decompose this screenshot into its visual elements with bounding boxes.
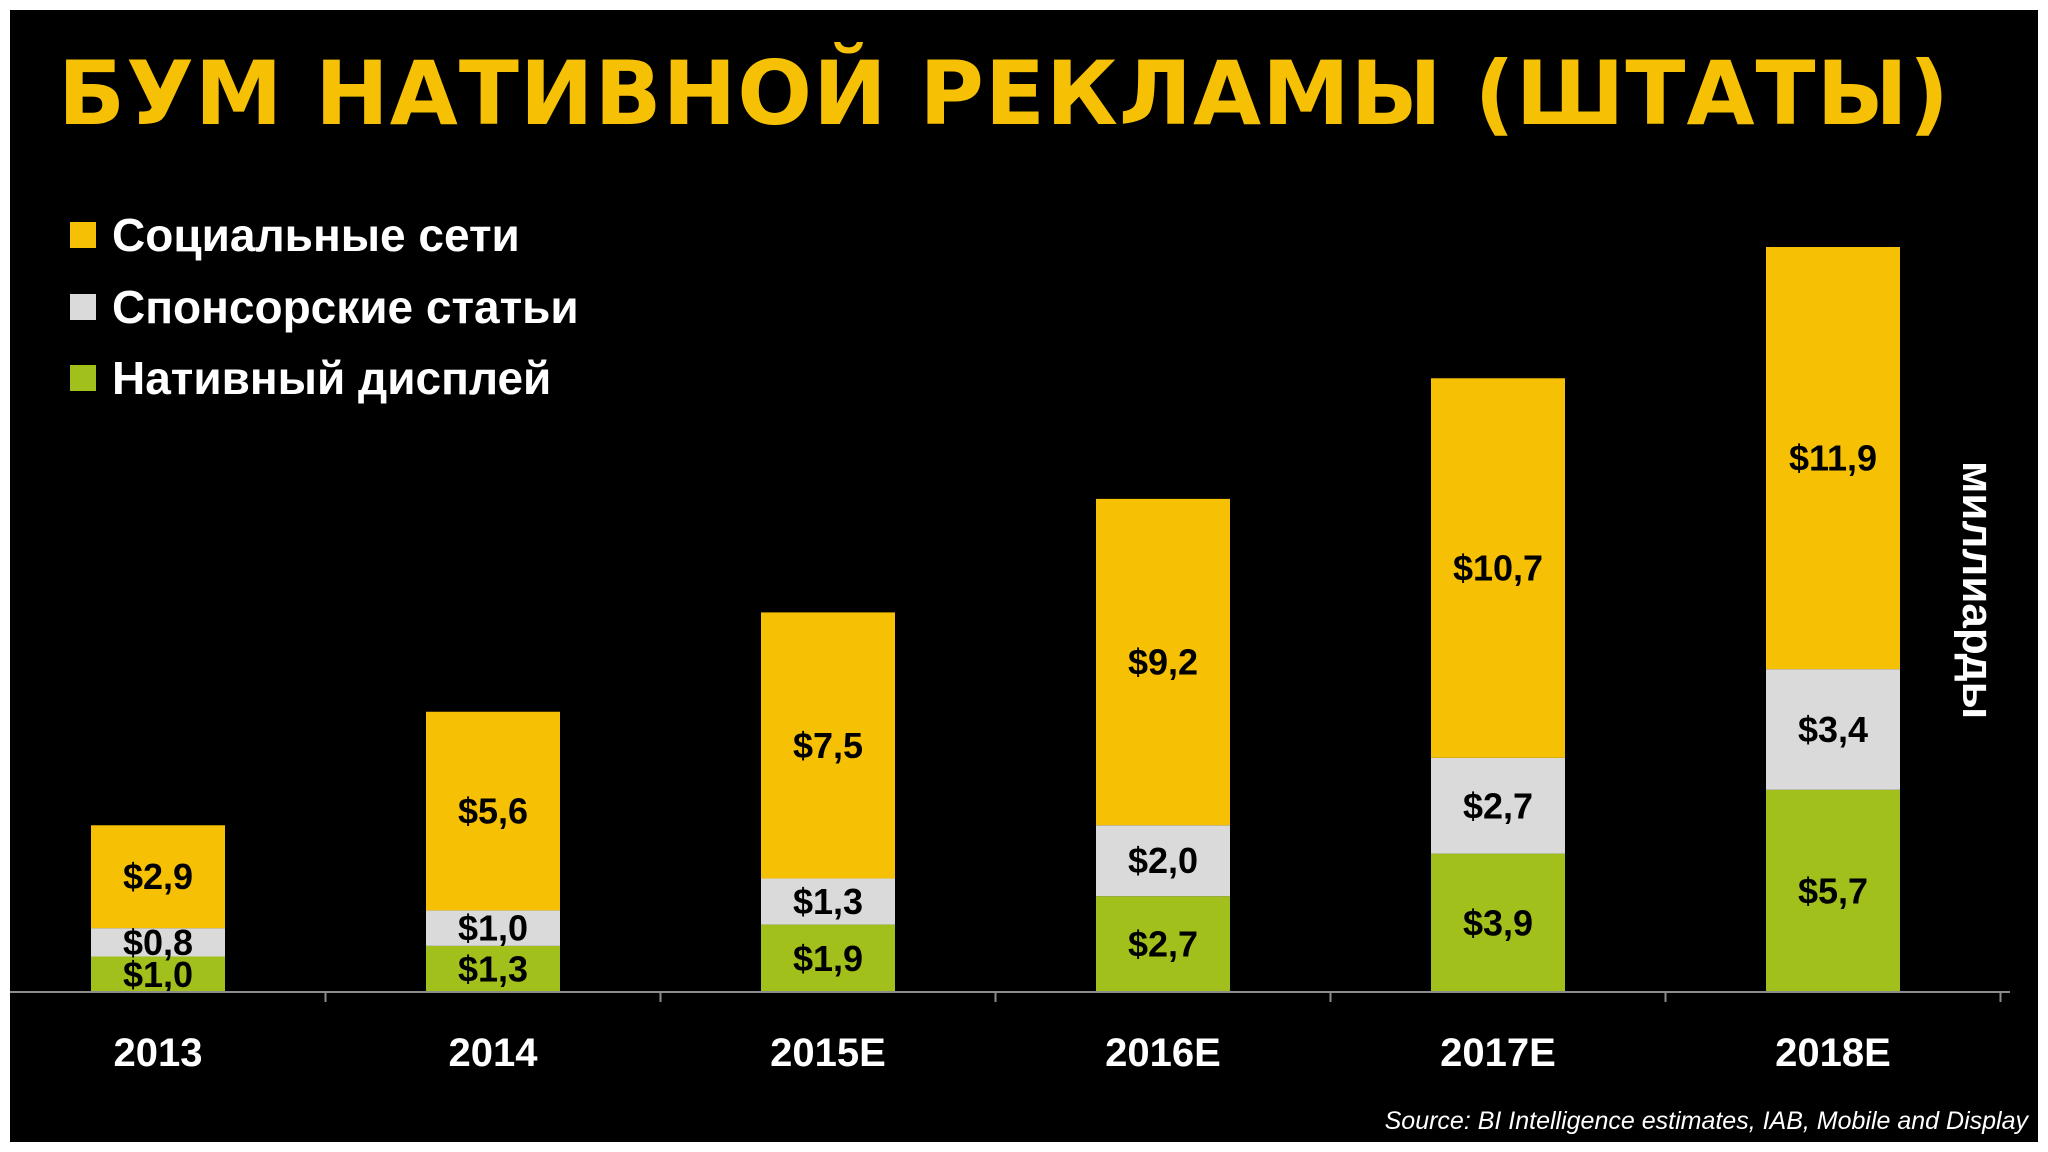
legend-label-social: Социальные сети — [112, 209, 520, 261]
bar-value-label-2016E-s0: $2,7 — [1128, 924, 1198, 965]
legend-swatch-social — [70, 222, 96, 248]
bar-segment-2015E-s2 — [761, 612, 895, 879]
bar-segment-2014-s0 — [426, 945, 560, 992]
stacked-bar-chart: $1,0$0,8$2,92013$1,3$1,0$5,62014$1,9$1,3… — [10, 247, 2010, 1075]
bar-value-label-2015E-s0: $1,9 — [793, 938, 863, 979]
bar-value-label-2013-s0: $1,0 — [123, 954, 193, 995]
bar-segment-2015E-s1 — [761, 878, 895, 925]
bar-segment-2014-s2 — [426, 711, 560, 911]
legend-item-sponsored: Спонсорские статьи — [70, 277, 579, 337]
x-tick-label-2016E: 2016E — [1105, 1031, 1221, 1075]
x-tick-label-2013: 2013 — [114, 1031, 203, 1075]
bar-segment-2018E-s2 — [1766, 247, 1900, 670]
bar-segment-2017E-s2 — [1431, 378, 1565, 758]
bar-value-label-2018E-s1: $3,4 — [1798, 709, 1868, 750]
bar-value-label-2014-s0: $1,3 — [458, 948, 528, 989]
legend-label-sponsored: Спонсорские статьи — [112, 281, 579, 333]
bar-segment-2013-s0 — [91, 956, 225, 992]
bar-value-label-2014-s2: $5,6 — [458, 791, 528, 832]
unit-label: миллиарды — [1953, 460, 2002, 720]
legend-item-social: Социальные сети — [70, 205, 520, 265]
legend-swatch-display — [70, 365, 96, 391]
legend-label-display: Нативный дисплей — [112, 352, 552, 404]
bar-value-label-2017E-s1: $2,7 — [1463, 785, 1533, 826]
bar-value-label-2015E-s1: $1,3 — [793, 881, 863, 922]
x-tick-label-2015E: 2015E — [770, 1031, 886, 1075]
bar-segment-2014-s1 — [426, 910, 560, 946]
x-tick-label-2018E: 2018E — [1775, 1031, 1891, 1075]
bar-value-label-2013-s2: $2,9 — [123, 856, 193, 897]
chart-frame: БУМ НАТИВНОЙ РЕКЛАМЫ (ШТАТЫ) Социальные … — [10, 10, 2038, 1142]
bar-value-label-2017E-s2: $10,7 — [1453, 548, 1543, 589]
bar-segment-2018E-s1 — [1766, 669, 1900, 790]
x-tick-label-2014: 2014 — [449, 1031, 539, 1075]
bar-segment-2013-s2 — [91, 825, 225, 929]
bar-value-label-2016E-s1: $2,0 — [1128, 840, 1198, 881]
bar-segment-2018E-s0 — [1766, 789, 1900, 992]
bar-segment-2016E-s1 — [1096, 825, 1230, 897]
bar-value-label-2013-s1: $0,8 — [123, 922, 193, 963]
chart-title: БУМ НАТИВНОЙ РЕКЛАМЫ (ШТАТЫ) — [58, 42, 1950, 145]
x-tick-label-2017E: 2017E — [1440, 1031, 1556, 1075]
bar-segment-2016E-s0 — [1096, 896, 1230, 992]
legend-item-display: Нативный дисплей — [70, 348, 551, 408]
bar-value-label-2016E-s2: $9,2 — [1128, 642, 1198, 683]
bar-value-label-2015E-s2: $7,5 — [793, 725, 863, 766]
bar-segment-2017E-s0 — [1431, 853, 1565, 992]
bar-value-label-2017E-s0: $3,9 — [1463, 902, 1533, 943]
bar-value-label-2014-s1: $1,0 — [458, 908, 528, 949]
bar-segment-2013-s1 — [91, 928, 225, 957]
legend-swatch-sponsored — [70, 294, 96, 320]
source-note: Source: BI Intelligence estimates, IAB, … — [1384, 1107, 2028, 1135]
bar-value-label-2018E-s2: $11,9 — [1789, 438, 1877, 479]
bar-segment-2016E-s2 — [1096, 498, 1230, 826]
bar-segment-2017E-s1 — [1431, 757, 1565, 854]
bar-segment-2015E-s0 — [761, 924, 895, 992]
bar-value-label-2018E-s0: $5,7 — [1798, 870, 1868, 911]
